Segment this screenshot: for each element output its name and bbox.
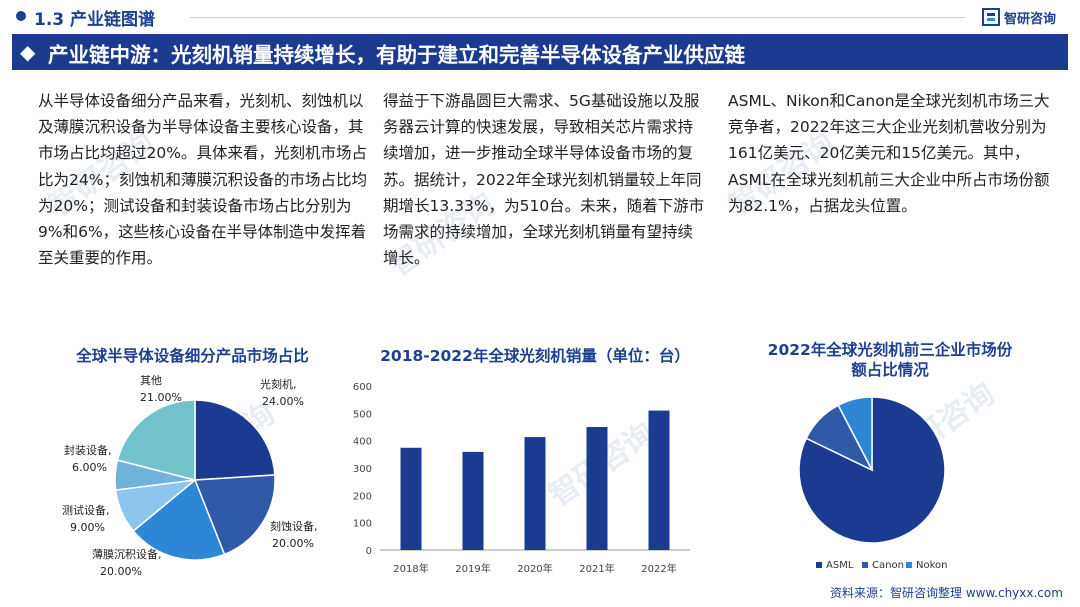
y-tick-label: 200 bbox=[353, 491, 372, 502]
diamond-icon: ◆ bbox=[20, 40, 36, 64]
legend-swatch bbox=[906, 562, 912, 568]
pie-slice-5 bbox=[116, 399, 196, 481]
section-title: 1.3 产业链图谱 bbox=[34, 10, 156, 30]
logo-icon bbox=[982, 8, 1000, 26]
x-tick-label: 2019年 bbox=[455, 562, 490, 575]
bar bbox=[648, 410, 670, 550]
logo-text: 智研咨询 bbox=[1004, 11, 1057, 27]
pie-label-name: 光刻机, bbox=[260, 377, 297, 391]
chart2-title: 2018-2022年全球光刻机销量（单位：台） bbox=[380, 347, 690, 365]
y-tick-label: 400 bbox=[353, 437, 372, 448]
bar bbox=[524, 437, 546, 550]
chart3-title-line1: 2022年全球光刻机前三企业市场份 bbox=[767, 341, 1013, 359]
chart3-title-line2: 额占比情况 bbox=[851, 361, 929, 379]
paragraph-segments: 从半导体设备细分产品来看，光刻机、刻蚀机以及薄膜沉积设备为半导体设备主要核心设备… bbox=[38, 92, 367, 268]
top-bar: 1.3 产业链图谱 智研咨询 bbox=[0, 0, 1080, 34]
x-tick-label: 2021年 bbox=[579, 562, 614, 575]
x-tick-label: 2020年 bbox=[517, 562, 552, 575]
pie-slice-2 bbox=[837, 396, 873, 471]
pie-label-value: 20.00% bbox=[100, 565, 142, 578]
pie-label-value: 24.00% bbox=[262, 395, 304, 408]
legend-swatch bbox=[816, 562, 822, 568]
pie-slice-1 bbox=[193, 474, 276, 556]
pie-label-value: 20.00% bbox=[272, 537, 314, 550]
pie-label-name: 测试设备, bbox=[62, 503, 110, 517]
source-note: 资料来源：智研咨询整理 www.chyxx.com bbox=[830, 586, 1063, 600]
y-tick-label: 100 bbox=[353, 519, 372, 530]
logo: 智研咨询 bbox=[982, 7, 1056, 27]
bar bbox=[400, 447, 422, 550]
bar bbox=[586, 427, 608, 550]
pie-label-value: 9.00% bbox=[70, 521, 105, 534]
pie-label-name: 其他 bbox=[140, 374, 162, 387]
legend-label: ASML bbox=[826, 560, 854, 571]
chart1-title: 全球半导体设备细分产品市场占比 bbox=[76, 347, 309, 365]
x-tick-label: 2022年 bbox=[641, 562, 676, 575]
pie-slice-2 bbox=[132, 478, 226, 561]
pie-slice-0 bbox=[194, 399, 276, 481]
chart3-title: 2022年全球光刻机前三企业市场份 额占比情况 bbox=[740, 340, 1040, 380]
paragraph-competitors: ASML、Nikon和Canon是全球光刻机市场三大竞争者，2022年这三大企业… bbox=[728, 92, 1050, 215]
y-tick-label: 600 bbox=[353, 382, 372, 393]
banner-title: 产业链中游：光刻机销量持续增长，有助于建立和完善半导体设备产业供应链 bbox=[48, 43, 745, 67]
title-banner: ◆ 产业链中游：光刻机销量持续增长，有助于建立和完善半导体设备产业供应链 bbox=[12, 34, 1068, 70]
chart3-pie: ASML Canon Nokon bbox=[798, 396, 948, 571]
legend-label: Canon bbox=[872, 560, 904, 571]
pie-label-value: 6.00% bbox=[72, 461, 107, 474]
pie-label-name: 薄膜沉积设备, bbox=[92, 547, 162, 561]
y-tick-label: 300 bbox=[353, 464, 372, 475]
paragraph-sales: 得益于下游晶圆巨大需求、5G基础设施以及服务器云计算的快速发展，导致相关芯片需求… bbox=[383, 92, 705, 268]
pie-label-name: 刻蚀设备, bbox=[270, 519, 318, 533]
x-tick-label: 2018年 bbox=[393, 562, 428, 575]
y-tick-label: 500 bbox=[353, 409, 372, 420]
y-tick-label: 0 bbox=[366, 546, 372, 557]
chart1-pie: 光刻机, 24.00% 刻蚀设备, 20.00% 薄膜沉积设备, 20.00% 测试设备, 9… bbox=[62, 374, 318, 578]
legend-swatch bbox=[862, 562, 868, 568]
bar bbox=[462, 451, 484, 550]
pie-label-name: 封装设备, bbox=[64, 443, 112, 457]
bullet-dot bbox=[16, 11, 26, 21]
pie-label-value: 21.00% bbox=[140, 391, 182, 404]
legend-label: Nokon bbox=[916, 560, 948, 571]
chart2-bar: 0 100 200 300 400 500 600 2018年 2019年 2020年 2021年 2… bbox=[353, 382, 690, 575]
header-divider bbox=[190, 17, 965, 18]
